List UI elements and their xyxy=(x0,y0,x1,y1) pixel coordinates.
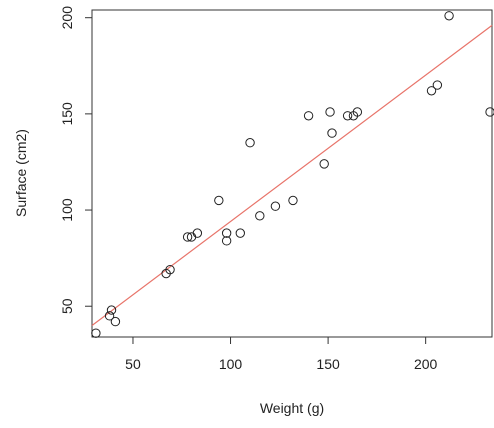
data-point-0 xyxy=(91,328,101,338)
data-point-10 xyxy=(221,236,232,246)
data-point-13 xyxy=(245,138,255,148)
data-points xyxy=(91,11,494,338)
data-point-25 xyxy=(432,80,443,90)
data-point-19 xyxy=(325,107,335,117)
y-tick-label-150: 150 xyxy=(59,102,75,126)
x-tick-label-100: 100 xyxy=(219,356,243,372)
y-axis-title: Surface (cm2) xyxy=(13,129,29,217)
data-point-18 xyxy=(319,159,329,169)
data-point-6 xyxy=(182,232,193,242)
data-point-20 xyxy=(327,128,337,138)
data-point-3 xyxy=(110,316,121,327)
data-point-21 xyxy=(342,111,353,121)
y-tick-label-200: 200 xyxy=(59,6,75,30)
data-point-14 xyxy=(255,211,265,221)
y-axis: 50 100 150 200 xyxy=(59,6,92,314)
x-tick-label-200: 200 xyxy=(414,356,438,372)
data-point-8 xyxy=(192,228,203,238)
data-point-16 xyxy=(288,195,298,206)
data-point-2 xyxy=(106,305,117,315)
x-axis: 50 100 150 200 xyxy=(125,337,438,372)
y-tick-label-50: 50 xyxy=(59,298,75,314)
x-tick-label-150: 150 xyxy=(316,356,340,372)
data-point-27 xyxy=(485,107,494,117)
x-axis-title: Weight (g) xyxy=(260,400,324,416)
data-point-1 xyxy=(104,311,115,321)
data-point-9 xyxy=(214,195,224,206)
regression-line xyxy=(91,24,493,326)
data-point-23 xyxy=(352,107,363,117)
x-tick-label-50: 50 xyxy=(125,356,141,372)
data-point-24 xyxy=(426,86,437,96)
y-tick-label-100: 100 xyxy=(59,198,75,222)
data-point-15 xyxy=(270,201,281,211)
data-point-26 xyxy=(444,11,454,21)
data-point-11 xyxy=(221,228,232,238)
data-point-12 xyxy=(235,228,245,238)
data-point-5 xyxy=(165,264,175,275)
data-point-17 xyxy=(303,111,314,121)
plot-frame xyxy=(91,9,493,338)
